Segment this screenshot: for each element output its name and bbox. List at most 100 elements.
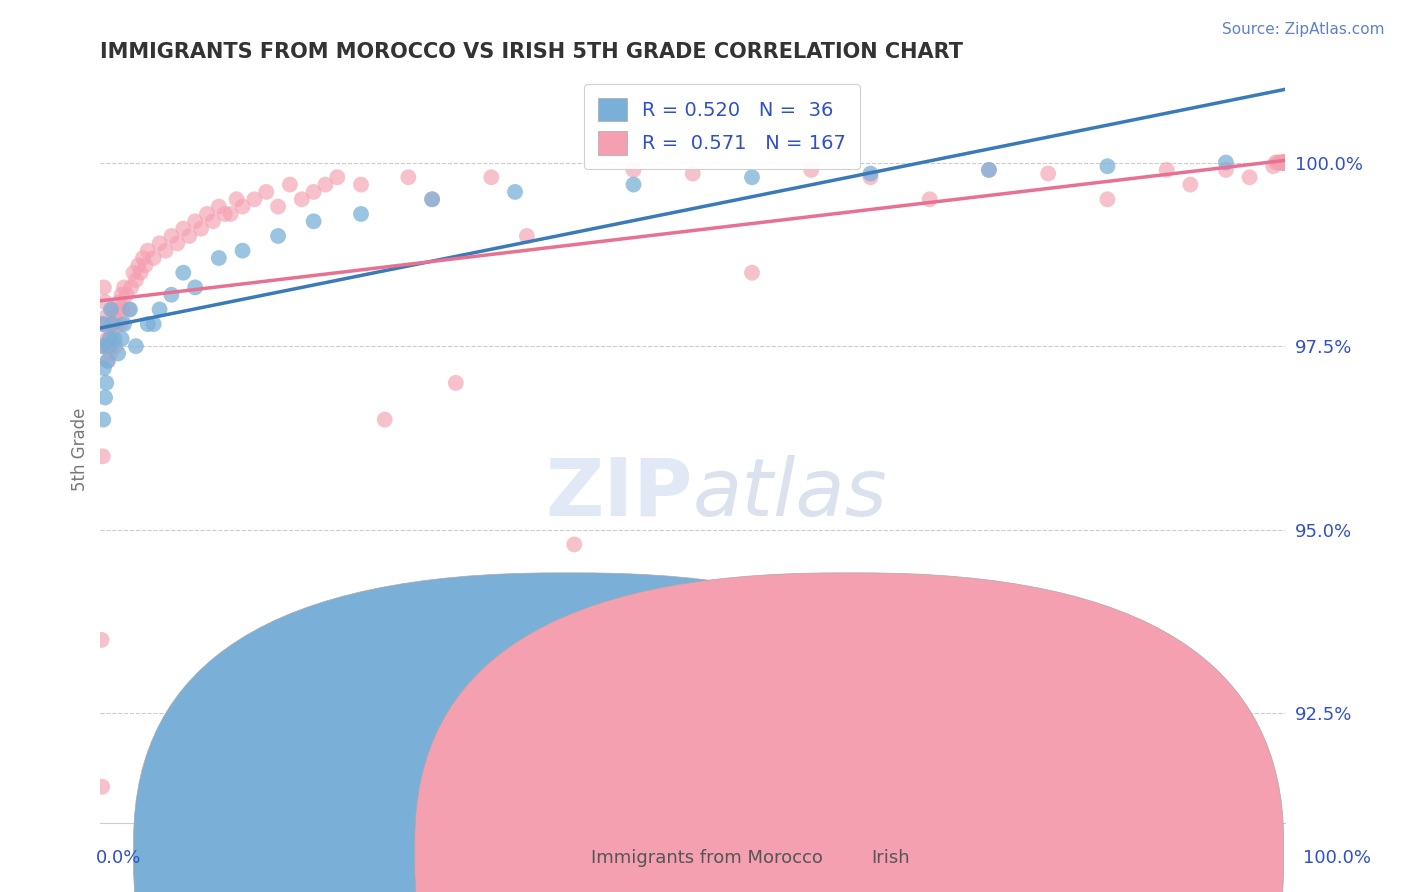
- Point: [1274, 155, 1296, 169]
- Text: IMMIGRANTS FROM MOROCCO VS IRISH 5TH GRADE CORRELATION CHART: IMMIGRANTS FROM MOROCCO VS IRISH 5TH GRA…: [100, 42, 963, 62]
- Point: [231, 200, 253, 214]
- Point: [1274, 155, 1296, 169]
- Point: [155, 244, 177, 258]
- Point: [129, 266, 152, 280]
- Point: [562, 537, 585, 551]
- Point: [1274, 155, 1296, 169]
- Point: [1274, 155, 1296, 169]
- Point: [91, 412, 114, 426]
- Text: Immigrants from Morocco: Immigrants from Morocco: [591, 849, 823, 867]
- Point: [91, 317, 114, 331]
- FancyBboxPatch shape: [415, 573, 1284, 892]
- Point: [142, 317, 165, 331]
- Point: [1263, 159, 1285, 173]
- Point: [195, 207, 218, 221]
- Point: [96, 339, 118, 353]
- Point: [96, 332, 118, 346]
- Point: [1274, 155, 1296, 169]
- Point: [97, 354, 120, 368]
- Point: [1274, 155, 1296, 169]
- Point: [302, 214, 325, 228]
- FancyBboxPatch shape: [134, 573, 1002, 892]
- Point: [231, 244, 253, 258]
- Point: [166, 236, 188, 251]
- Point: [1274, 155, 1296, 169]
- Point: [1274, 155, 1296, 169]
- Point: [741, 170, 763, 185]
- Point: [111, 302, 134, 317]
- Point: [91, 339, 114, 353]
- Point: [1270, 155, 1292, 169]
- Point: [1274, 155, 1296, 169]
- Point: [1274, 155, 1296, 169]
- Point: [1274, 155, 1296, 169]
- Point: [219, 207, 242, 221]
- Point: [1274, 155, 1296, 169]
- Point: [243, 192, 266, 206]
- Point: [115, 287, 138, 301]
- Point: [103, 310, 125, 324]
- Point: [134, 258, 156, 272]
- Point: [374, 412, 396, 426]
- Point: [1274, 155, 1296, 169]
- Point: [420, 192, 443, 206]
- Point: [1274, 155, 1296, 169]
- Point: [1274, 155, 1296, 169]
- Point: [1274, 155, 1296, 169]
- Point: [1274, 155, 1296, 169]
- Point: [623, 178, 645, 192]
- Point: [1274, 155, 1296, 169]
- Point: [1274, 155, 1296, 169]
- Point: [1274, 155, 1296, 169]
- Point: [94, 317, 117, 331]
- Point: [127, 258, 149, 272]
- Point: [1215, 162, 1237, 177]
- Point: [977, 162, 1000, 177]
- Point: [93, 339, 115, 353]
- Point: [1274, 155, 1296, 169]
- Point: [112, 280, 135, 294]
- Point: [1274, 155, 1296, 169]
- Point: [314, 178, 336, 192]
- Point: [91, 780, 114, 794]
- Point: [267, 229, 290, 244]
- Point: [149, 302, 172, 317]
- Point: [1274, 155, 1296, 169]
- Point: [741, 266, 763, 280]
- Point: [201, 214, 224, 228]
- Point: [1274, 155, 1296, 169]
- Point: [1274, 155, 1296, 169]
- Point: [1274, 155, 1296, 169]
- Point: [160, 287, 183, 301]
- Point: [859, 167, 882, 181]
- Point: [91, 317, 114, 331]
- Point: [103, 332, 125, 346]
- Point: [1274, 155, 1296, 169]
- Point: [1268, 155, 1291, 169]
- Point: [1271, 155, 1294, 169]
- Point: [1274, 155, 1296, 169]
- Point: [1097, 192, 1119, 206]
- Point: [503, 185, 526, 199]
- Point: [1272, 155, 1295, 169]
- Point: [142, 251, 165, 265]
- Point: [1274, 155, 1296, 169]
- Point: [1274, 155, 1296, 169]
- Point: [96, 310, 118, 324]
- Point: [444, 376, 467, 390]
- Point: [977, 162, 1000, 177]
- Point: [1274, 155, 1296, 169]
- Point: [278, 178, 301, 192]
- Point: [100, 346, 122, 360]
- Point: [1274, 155, 1296, 169]
- Point: [1264, 155, 1286, 169]
- Point: [1274, 155, 1296, 169]
- Point: [184, 280, 207, 294]
- Point: [93, 280, 115, 294]
- Point: [1271, 155, 1294, 169]
- Point: [1274, 155, 1296, 169]
- Point: [100, 302, 122, 317]
- Point: [225, 192, 247, 206]
- Point: [136, 244, 159, 258]
- Point: [254, 185, 277, 199]
